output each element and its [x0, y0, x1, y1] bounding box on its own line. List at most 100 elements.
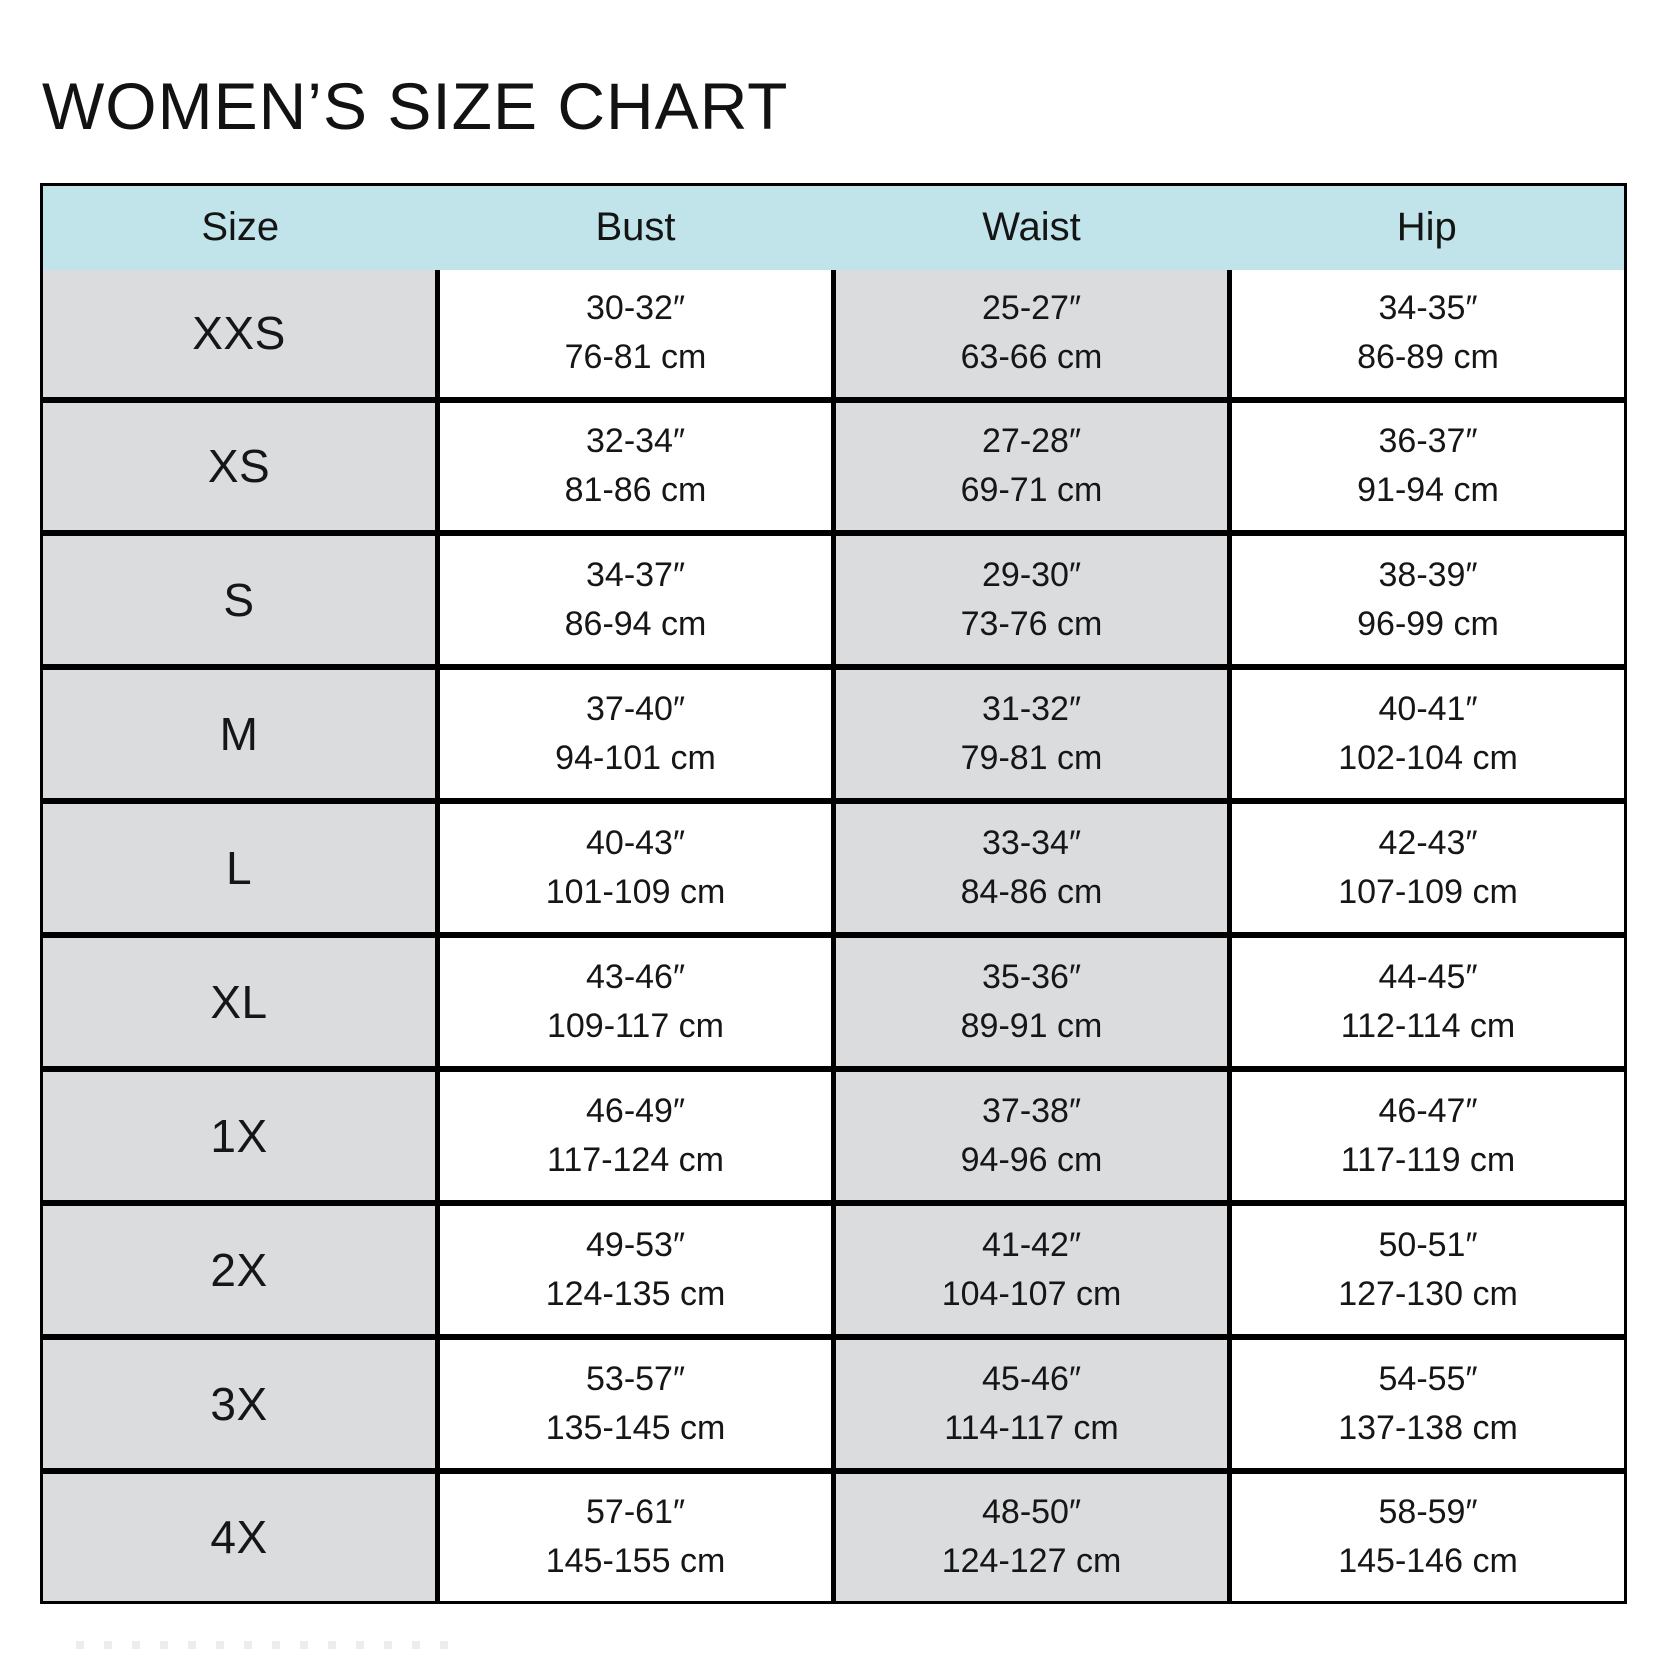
- bust-inches: 57-61″: [586, 1493, 685, 1532]
- size-label: 2X: [41, 1199, 438, 1337]
- bust-cell: 57-61″ 145-155 cm: [435, 1467, 834, 1603]
- size-label: L: [41, 798, 438, 936]
- size-label: S: [41, 530, 438, 668]
- hip-cell: 40-41″ 102-104 cm: [1227, 664, 1626, 802]
- table-header: Size Bust Waist Hip: [41, 184, 1626, 270]
- hip-inches: 38-39″: [1378, 556, 1478, 595]
- size-label: M: [41, 664, 438, 802]
- hip-inches: 50-51″: [1378, 1225, 1478, 1264]
- size-label: XXS: [41, 269, 438, 400]
- bust-cm: 145-155 cm: [545, 1542, 726, 1581]
- bust-cell: 43-46″ 109-117 cm: [435, 932, 834, 1069]
- bust-inches: 30-32″: [586, 289, 685, 327]
- hip-inches: 54-55″: [1378, 1359, 1478, 1398]
- waist-cell: 33-34″ 84-86 cm: [831, 798, 1230, 936]
- waist-inches: 35-36″: [982, 957, 1081, 996]
- bust-inches: 53-57″: [586, 1359, 685, 1398]
- table-row-m: M 37-40″ 94-101 cm 31-32″ 79-81 cm 40-41…: [41, 664, 1626, 802]
- hip-cm: 107-109 cm: [1338, 873, 1518, 912]
- waist-cell: 45-46″ 114-117 cm: [831, 1333, 1230, 1471]
- waist-cm: 94-96 cm: [960, 1140, 1103, 1179]
- hip-cell: 54-55″ 137-138 cm: [1227, 1333, 1626, 1471]
- col-header-hip: Hip: [1229, 184, 1626, 270]
- waist-inches: 48-50″: [982, 1493, 1081, 1532]
- waist-cm: 63-66 cm: [960, 338, 1103, 376]
- bust-inches: 37-40″: [586, 690, 685, 729]
- table-row-3x: 3X 53-57″ 135-145 cm 45-46″ 114-117 cm 5…: [41, 1333, 1626, 1471]
- hip-cm: 137-138 cm: [1338, 1408, 1518, 1447]
- col-header-waist: Waist: [833, 184, 1230, 270]
- table-row-xxs: XXS 30-32″ 76-81 cm 25-27″ 63-66 cm 34-3…: [41, 269, 1626, 400]
- bust-cell: 32-34″ 81-86 cm: [435, 396, 834, 534]
- waist-inches: 25-27″: [982, 289, 1081, 327]
- bust-cell: 34-37″ 86-94 cm: [435, 530, 834, 668]
- size-label: 4X: [41, 1467, 438, 1603]
- waist-cell: 48-50″ 124-127 cm: [831, 1467, 1230, 1603]
- waist-inches: 41-42″: [982, 1225, 1081, 1264]
- hip-inches: 40-41″: [1378, 690, 1478, 729]
- hip-inches: 46-47″: [1378, 1091, 1478, 1130]
- bust-cm: 86-94 cm: [564, 605, 707, 644]
- table-row-xl: XL 43-46″ 109-117 cm 35-36″ 89-91 cm 44-…: [41, 932, 1626, 1069]
- table-row-2x: 2X 49-53″ 124-135 cm 41-42″ 104-107 cm 5…: [41, 1199, 1626, 1337]
- hip-cell: 38-39″ 96-99 cm: [1227, 530, 1626, 668]
- waist-inches: 27-28″: [982, 422, 1081, 461]
- bust-inches: 43-46″: [586, 957, 685, 996]
- bust-cm: 101-109 cm: [545, 873, 726, 912]
- waist-inches: 29-30″: [982, 556, 1081, 595]
- table-row-s: S 34-37″ 86-94 cm 29-30″ 73-76 cm 38-39″…: [41, 530, 1626, 668]
- bust-cell: 30-32″ 76-81 cm: [435, 269, 834, 400]
- hip-cm: 127-130 cm: [1338, 1274, 1518, 1313]
- hip-cm: 96-99 cm: [1357, 605, 1499, 644]
- waist-cell: 41-42″ 104-107 cm: [831, 1199, 1230, 1337]
- faint-dots-artifact: [76, 1641, 448, 1649]
- waist-inches: 31-32″: [982, 690, 1081, 729]
- waist-cm: 104-107 cm: [941, 1274, 1122, 1313]
- hip-inches: 36-37″: [1378, 422, 1478, 461]
- bust-cm: 135-145 cm: [545, 1408, 726, 1447]
- hip-cm: 117-119 cm: [1340, 1140, 1516, 1179]
- waist-inches: 37-38″: [982, 1091, 1081, 1130]
- waist-cell: 25-27″ 63-66 cm: [831, 269, 1230, 400]
- header-row: Size Bust Waist Hip: [41, 184, 1626, 270]
- bust-inches: 49-53″: [586, 1225, 685, 1264]
- hip-cm: 91-94 cm: [1357, 471, 1499, 510]
- hip-cell: 34-35″ 86-89 cm: [1227, 269, 1626, 400]
- hip-cell: 42-43″ 107-109 cm: [1227, 798, 1626, 936]
- table-row-l: L 40-43″ 101-109 cm 33-34″ 84-86 cm 42-4…: [41, 798, 1626, 936]
- bust-inches: 46-49″: [586, 1091, 685, 1130]
- col-header-size: Size: [41, 184, 438, 270]
- hip-cell: 58-59″ 145-146 cm: [1227, 1467, 1626, 1603]
- waist-cell: 35-36″ 89-91 cm: [831, 932, 1230, 1069]
- waist-cell: 27-28″ 69-71 cm: [831, 396, 1230, 534]
- hip-cm: 86-89 cm: [1357, 338, 1499, 376]
- waist-cm: 69-71 cm: [960, 471, 1103, 510]
- size-label: 1X: [41, 1065, 438, 1203]
- waist-cell: 29-30″ 73-76 cm: [831, 530, 1230, 668]
- table-row-xs: XS 32-34″ 81-86 cm 27-28″ 69-71 cm 36-37…: [41, 396, 1626, 534]
- waist-inches: 45-46″: [982, 1359, 1081, 1398]
- bust-cell: 40-43″ 101-109 cm: [435, 798, 834, 936]
- bust-inches: 32-34″: [586, 422, 685, 461]
- bust-cm: 94-101 cm: [555, 739, 716, 778]
- size-chart-table: Size Bust Waist Hip XXS 30-32″ 76-81 cm …: [40, 183, 1627, 1604]
- waist-cm: 114-117 cm: [944, 1408, 1119, 1447]
- waist-cm: 84-86 cm: [960, 873, 1103, 912]
- hip-cell: 46-47″ 117-119 cm: [1227, 1065, 1626, 1203]
- hip-inches: 42-43″: [1378, 824, 1478, 863]
- bust-cell: 37-40″ 94-101 cm: [435, 664, 834, 802]
- bust-cm: 76-81 cm: [564, 338, 707, 376]
- hip-inches: 34-35″: [1378, 289, 1478, 327]
- bust-inches: 40-43″: [586, 824, 685, 863]
- col-header-bust: Bust: [437, 184, 834, 270]
- waist-cm: 79-81 cm: [960, 739, 1103, 778]
- hip-inches: 44-45″: [1378, 957, 1478, 996]
- size-label: 3X: [41, 1333, 438, 1471]
- waist-inches: 33-34″: [982, 824, 1081, 863]
- bust-cm: 109-117 cm: [546, 1006, 725, 1045]
- bust-cell: 53-57″ 135-145 cm: [435, 1333, 834, 1471]
- table-row-1x: 1X 46-49″ 117-124 cm 37-38″ 94-96 cm 46-…: [41, 1065, 1626, 1203]
- waist-cm: 89-91 cm: [960, 1006, 1103, 1045]
- hip-cell: 36-37″ 91-94 cm: [1227, 396, 1626, 534]
